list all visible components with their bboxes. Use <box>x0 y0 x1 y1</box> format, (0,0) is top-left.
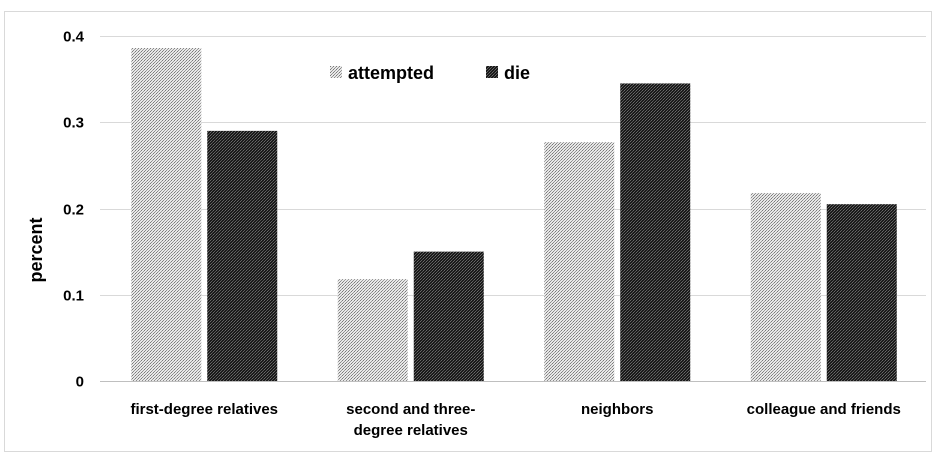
bar-attempted-4 <box>750 192 821 381</box>
x-category-labels: first-degree relatives second and three-d… <box>130 401 900 439</box>
x-category-label: first-degree relatives <box>130 401 278 418</box>
y-axis-label: percent <box>26 217 46 282</box>
bars <box>131 48 897 381</box>
y-tick-label: 0.4 <box>63 29 85 46</box>
x-category-label: neighbors <box>581 401 654 418</box>
x-category-label: colleague and friends <box>747 401 901 418</box>
legend-swatch-die <box>486 66 498 78</box>
bar-attempted-3 <box>544 142 615 381</box>
bar-die-2 <box>413 251 484 381</box>
y-tick-label: 0 <box>76 374 84 391</box>
bar-die-3 <box>620 83 691 381</box>
y-tick-label: 0.1 <box>63 288 84 305</box>
y-tick-labels: 0 0.1 0.2 0.3 0.4 <box>63 29 85 391</box>
legend: attempted die <box>330 63 530 83</box>
y-tick-label: 0.2 <box>63 202 84 219</box>
legend-label-die: die <box>504 63 530 83</box>
y-tick-label: 0.3 <box>63 115 84 132</box>
bar-die-4 <box>826 204 897 381</box>
bar-attempted-1 <box>131 48 202 381</box>
x-category-label: second and three-degree relatives <box>346 401 475 439</box>
legend-label-attempted: attempted <box>348 63 434 83</box>
bar-die-1 <box>207 130 278 381</box>
legend-swatch-attempted <box>330 66 342 78</box>
bar-attempted-2 <box>337 279 408 381</box>
